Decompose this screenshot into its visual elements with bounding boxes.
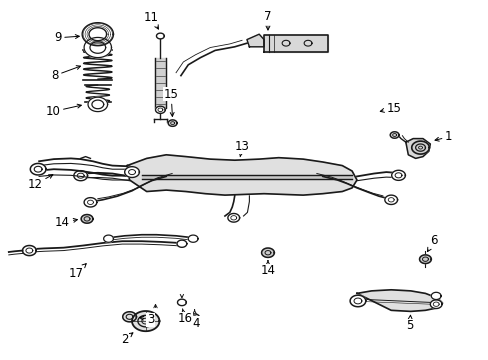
Polygon shape	[124, 167, 139, 177]
Text: 12: 12	[28, 175, 53, 191]
Polygon shape	[81, 215, 93, 223]
Text: 2: 2	[121, 333, 133, 346]
Polygon shape	[177, 299, 186, 306]
Polygon shape	[74, 171, 87, 181]
Polygon shape	[349, 295, 365, 307]
Polygon shape	[154, 58, 166, 108]
Polygon shape	[155, 106, 165, 113]
Polygon shape	[127, 155, 356, 195]
Text: 14: 14	[260, 261, 275, 277]
Text: 7: 7	[264, 10, 271, 30]
Polygon shape	[122, 312, 136, 322]
Text: 4: 4	[192, 317, 200, 330]
Polygon shape	[384, 195, 397, 204]
Polygon shape	[264, 35, 327, 52]
Polygon shape	[177, 240, 186, 247]
Polygon shape	[168, 120, 177, 126]
Text: 5: 5	[405, 315, 413, 332]
Polygon shape	[356, 290, 442, 311]
Polygon shape	[419, 255, 430, 264]
Text: 3: 3	[140, 313, 154, 326]
Text: 11: 11	[144, 11, 159, 29]
Polygon shape	[142, 175, 351, 179]
Polygon shape	[411, 141, 428, 154]
Polygon shape	[22, 246, 36, 256]
Polygon shape	[246, 34, 264, 47]
Polygon shape	[84, 37, 111, 58]
Text: 16: 16	[177, 309, 192, 325]
Polygon shape	[132, 311, 159, 331]
Text: 13: 13	[234, 140, 249, 157]
Text: 17: 17	[68, 264, 86, 280]
Text: 10: 10	[45, 104, 81, 118]
Polygon shape	[391, 170, 405, 180]
Polygon shape	[429, 300, 441, 309]
Text: 8: 8	[51, 66, 81, 82]
Text: 6: 6	[427, 234, 437, 252]
Polygon shape	[84, 198, 97, 207]
Text: 9: 9	[54, 31, 79, 44]
Polygon shape	[103, 235, 113, 242]
Polygon shape	[30, 163, 46, 175]
Text: 15: 15	[163, 88, 178, 116]
Text: 14: 14	[55, 216, 77, 229]
Text: 15: 15	[380, 102, 400, 114]
Polygon shape	[430, 292, 440, 300]
Polygon shape	[389, 132, 398, 138]
Polygon shape	[227, 213, 239, 222]
Polygon shape	[261, 248, 274, 257]
Text: 1: 1	[434, 130, 452, 143]
Polygon shape	[82, 23, 113, 46]
Polygon shape	[188, 235, 198, 242]
Polygon shape	[88, 97, 107, 112]
Polygon shape	[189, 314, 199, 321]
Polygon shape	[405, 139, 429, 158]
